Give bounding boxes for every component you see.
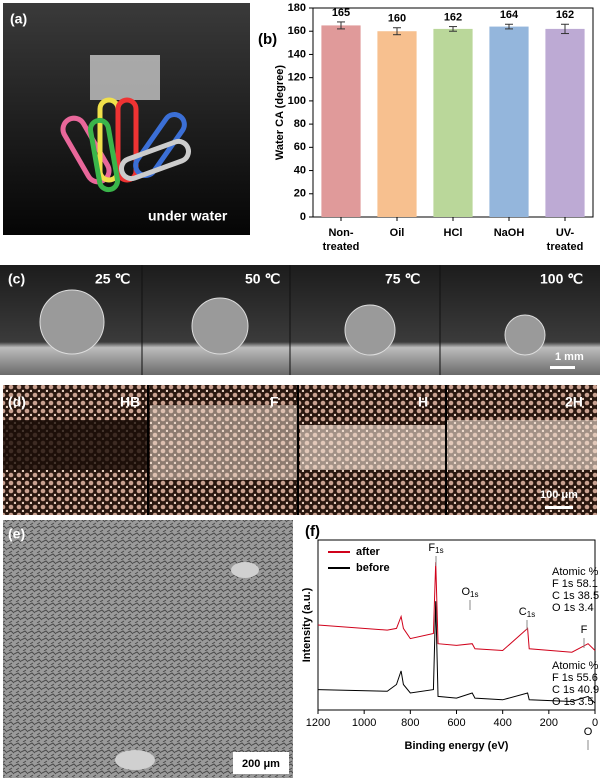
- temperature: 50 ℃: [245, 271, 280, 287]
- peak-label-main: C: [519, 606, 527, 618]
- y-tick-label: 100: [288, 95, 306, 107]
- value-label: 162: [444, 11, 462, 23]
- composition-line: F 1s 55.6: [552, 672, 598, 684]
- bar: [545, 28, 585, 218]
- hardness: HB: [120, 394, 140, 410]
- peak-label: O1s: [461, 586, 478, 599]
- scale-bar: [545, 506, 573, 509]
- y-tick-label: 20: [294, 188, 306, 200]
- legend-label: before: [356, 562, 390, 574]
- panel-label: (e): [8, 526, 25, 542]
- panel-label: (b): [258, 31, 277, 48]
- value-label: 162: [556, 9, 574, 21]
- error-bar: [337, 21, 345, 30]
- sample-sheet: [90, 55, 160, 100]
- panel-e: 200 μm (e): [3, 520, 293, 778]
- y-tick-label: 0: [300, 211, 306, 223]
- caption: under water: [148, 208, 228, 224]
- scale-label: 200 μm: [242, 758, 280, 770]
- y-tick-label: 180: [288, 2, 306, 14]
- peak-label-main: F: [428, 542, 435, 554]
- scale-bar: [550, 366, 575, 369]
- y-axis-label: Water CA (degree): [274, 65, 286, 160]
- x-tick-label: 1200: [306, 717, 330, 729]
- composition-title: Atomic %: [552, 566, 599, 578]
- composition-title: Atomic %: [552, 660, 599, 672]
- composition-line: F 1s 58.1: [552, 578, 598, 590]
- bar: [321, 25, 361, 217]
- x-tick-label: 600: [447, 717, 465, 729]
- x-tick-label: 0: [592, 717, 598, 729]
- temperature: 25 ℃: [95, 271, 130, 287]
- peak-label: F: [581, 624, 588, 636]
- panel-c: (c) 25 ℃ 50 ℃ 75 ℃ 100 ℃ 1 mm: [0, 265, 600, 375]
- composition-line: C 1s 40.9: [552, 684, 599, 696]
- error-bar: [505, 23, 513, 30]
- temperature: 75 ℃: [385, 271, 420, 287]
- micrograph: [3, 520, 293, 778]
- panel-a: (a) under water: [3, 3, 250, 235]
- y-tick-label: 60: [294, 141, 306, 153]
- peak-label: O: [584, 726, 593, 738]
- x-tick-label: UV-treated: [546, 227, 584, 253]
- series-line: [317, 562, 596, 653]
- x-tick-label: 800: [401, 717, 419, 729]
- series-line: [317, 601, 596, 704]
- peak-label-main: F: [581, 624, 588, 636]
- composition-line: O 1s 3.4: [552, 602, 594, 614]
- peak-label: F1s: [428, 542, 443, 555]
- x-tick-label: Non-treated: [322, 227, 360, 253]
- x-tick-label: HCl: [443, 227, 463, 239]
- x-tick-label: 400: [493, 717, 511, 729]
- y-tick-label: 160: [288, 25, 306, 37]
- composition-line: O 1s 3.5: [552, 696, 594, 708]
- paper-clips: [60, 97, 191, 193]
- composition-line: C 1s 38.5: [552, 590, 599, 602]
- scale-box: [233, 752, 289, 774]
- value-label: 160: [388, 13, 406, 25]
- peak-label: C1s: [519, 606, 535, 619]
- panel-label: (a): [10, 11, 27, 27]
- y-tick-label: 140: [288, 48, 306, 60]
- legend-label: after: [356, 546, 381, 558]
- y-tick-label: 80: [294, 118, 306, 130]
- error-bar: [449, 26, 457, 32]
- hardness: H: [418, 394, 428, 410]
- x-tick-label: 1000: [352, 717, 376, 729]
- bar: [433, 28, 473, 218]
- scale-label: 1 mm: [555, 351, 584, 363]
- peak-label-sub: 1s: [527, 610, 535, 619]
- error-bar: [561, 23, 569, 35]
- peak-label-main: O: [461, 586, 470, 598]
- hardness: F: [270, 394, 279, 410]
- panel-d: (d) HB F H 2H 100 μm: [3, 385, 597, 515]
- x-tick-label: NaOH: [493, 227, 525, 239]
- x-tick-label: Oil: [389, 227, 405, 239]
- photo: [3, 3, 250, 235]
- frame-dividers: [141, 265, 441, 375]
- x-tick-label: 200: [540, 717, 558, 729]
- error-bar: [393, 27, 401, 36]
- peak-label-sub: 1s: [470, 590, 478, 599]
- droplets: [39, 289, 546, 356]
- bar: [377, 31, 417, 217]
- y-axis-label: Intensity (a.u.): [301, 587, 313, 662]
- y-tick-label: 40: [294, 164, 306, 176]
- y-tick-label: 120: [288, 72, 306, 84]
- panel-label: (c): [8, 271, 25, 287]
- value-label: 165: [332, 7, 350, 19]
- scale-label: 100 μm: [540, 489, 578, 501]
- peak-label-main: O: [584, 726, 593, 738]
- peak-label-sub: 1s: [435, 546, 443, 555]
- value-label: 164: [500, 9, 519, 21]
- temperature: 100 ℃: [540, 271, 583, 287]
- panel-label: (d): [8, 394, 26, 410]
- x-axis-label: Binding energy (eV): [405, 740, 509, 752]
- panel-label: (f): [305, 523, 320, 540]
- hardness: 2H: [565, 394, 583, 410]
- bar: [489, 26, 529, 218]
